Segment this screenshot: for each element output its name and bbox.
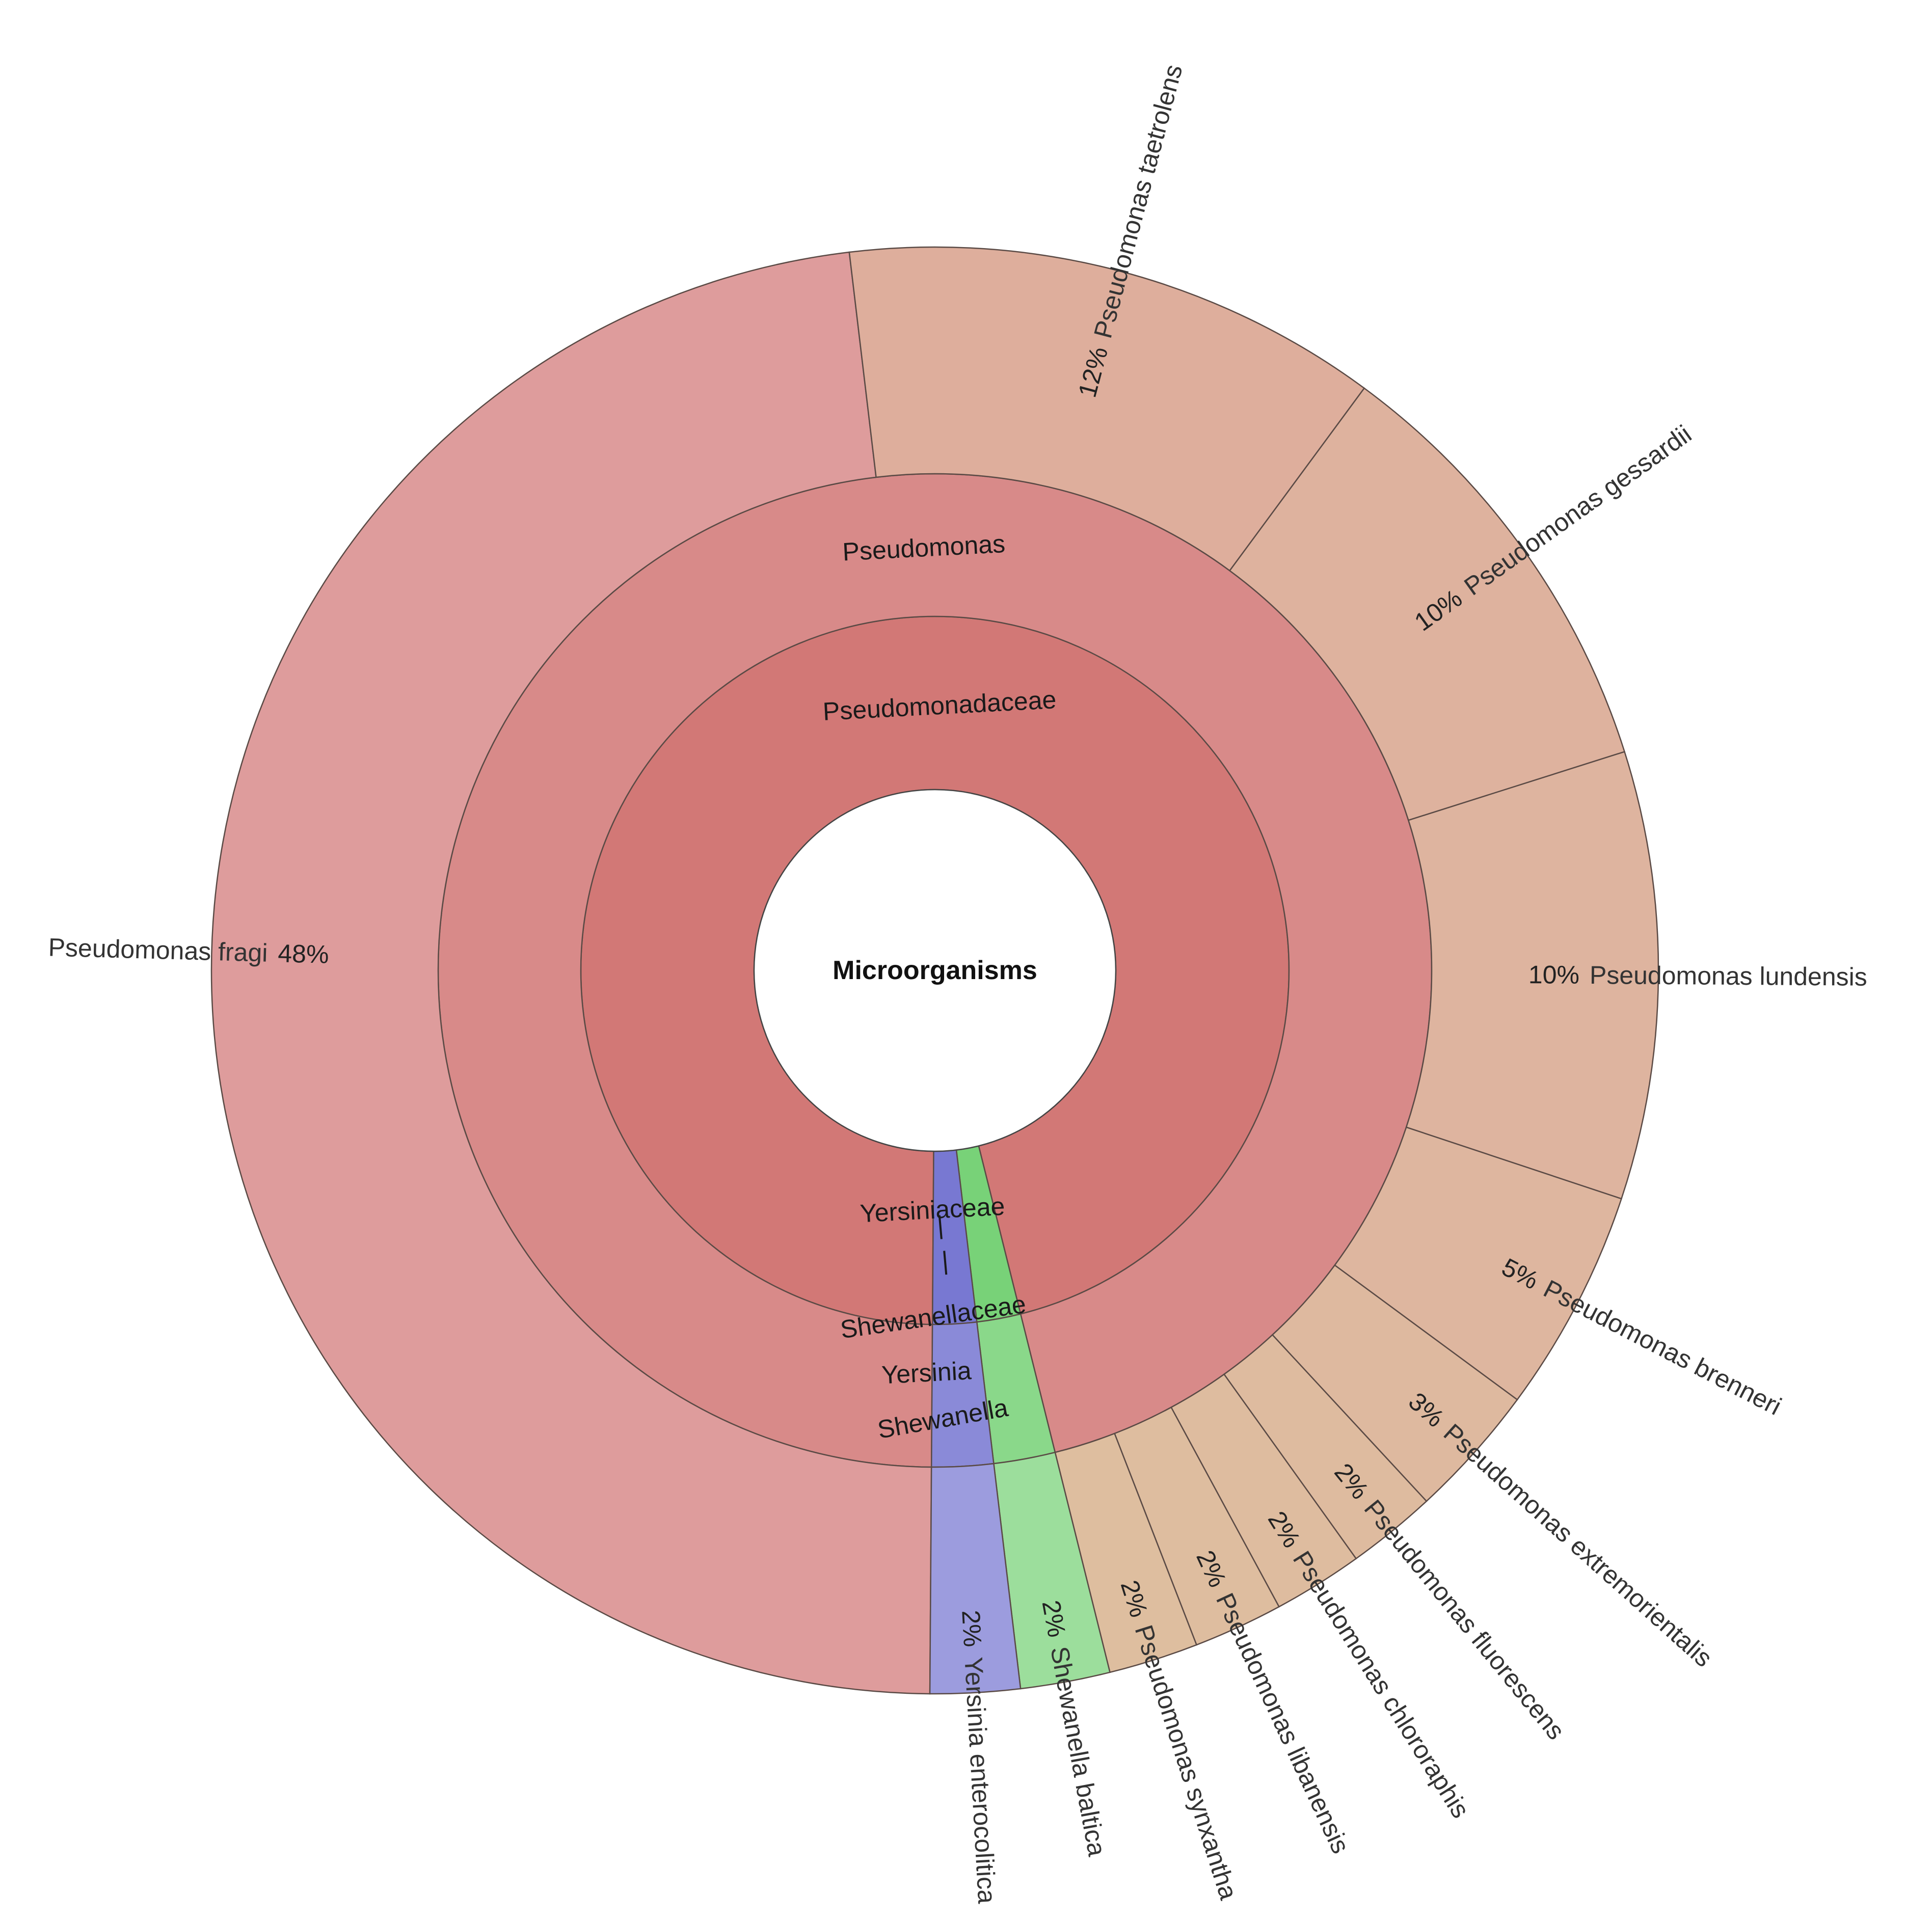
connector-mark-1: | — [936, 1210, 945, 1239]
center-hole — [753, 789, 1117, 1152]
wedge-species-pseudomonas-taetrolens[interactable] — [848, 246, 1365, 572]
label-species-pseudomonas-lundensis: Pseudomonas lundensis — [1590, 961, 1867, 991]
percent-yersinia-enterocolitica: 2% — [956, 1609, 987, 1647]
wedge-species-pseudomonas-fragi[interactable] — [210, 251, 932, 1695]
label-species-shewanella-baltica: Shewanella baltica — [1045, 1644, 1111, 1858]
sunburst-rings — [210, 246, 1659, 1695]
label-species-pseudomonas-synxantha: Pseudomonas synxantha — [1130, 1621, 1243, 1903]
connector-mark-2: | — [941, 1246, 950, 1275]
label-genus-yersinia: Yersinia — [881, 1356, 972, 1389]
wedge-species-pseudomonas-gessardii[interactable] — [1228, 387, 1626, 821]
percent-pseudomonas-fragi: 48% — [278, 939, 330, 969]
label-species-pseudomonas-fragi: Pseudomonas fragi — [48, 933, 268, 967]
wedge-species-pseudomonas-lundensis[interactable] — [1405, 751, 1659, 1200]
label-species-pseudomonas-brenneri: Pseudomonas brenneri — [1539, 1274, 1786, 1421]
label-species-pseudomonas-gessardii: Pseudomonas gessardii — [1459, 420, 1697, 601]
percent-shewanella-baltica: 2% — [1037, 1598, 1071, 1639]
center-title: Microorganisms — [833, 956, 1037, 985]
percent-pseudomonas-lundensis: 10% — [1528, 960, 1579, 989]
wedge-species-yersinia-enterocolitica[interactable] — [929, 1463, 1022, 1695]
label-species-yersinia-enterocolitica: Yersinia enterocolitica — [959, 1656, 1001, 1904]
